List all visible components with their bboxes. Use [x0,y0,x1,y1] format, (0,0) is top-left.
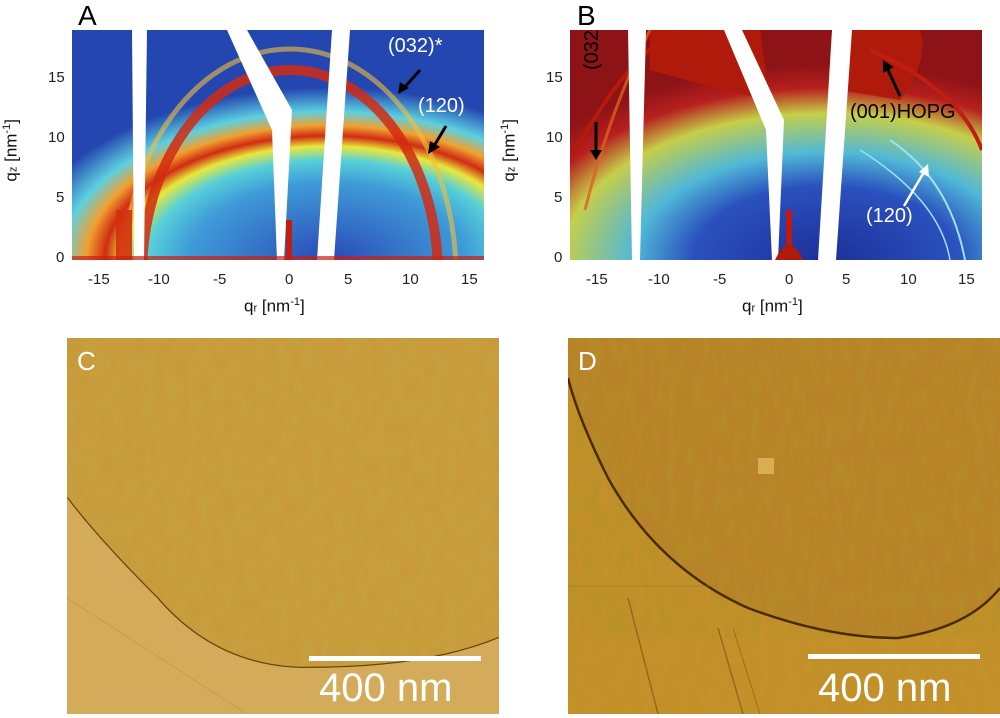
panel-b-xtick: 0 [785,271,794,288]
panel-c-afm-image: C 400 nm [67,338,499,714]
panel-b-annotation-001: (001)HOPG [850,101,956,123]
panel-b-xtick: 15 [958,271,975,288]
panel-b-xtick: -5 [713,271,727,288]
panel-b-ytick: 0 [554,249,563,266]
panel-a-xtick: 5 [344,271,353,288]
panel-b-arrow-120-icon [902,171,926,207]
panel-b-xlabel: qr [nm-1] [742,296,803,316]
panel-c-afm-svg [67,338,499,714]
panel-a-arrow-120-icon [432,125,448,147]
panel-a-arrows [398,69,448,154]
panel-b-xtick: -15 [586,271,608,288]
panel-a-ylabel: qz [nm-1] [0,119,21,182]
panel-d-letter: D [578,346,597,376]
panel-b-gisaxs-image: (032)* (001)HOPG (120) [570,30,982,260]
panel-b-ytick: 10 [546,129,563,146]
panel-a-xtick: 15 [461,271,478,288]
panel-a-ytick: 0 [56,249,65,266]
panel-a-xtick: -5 [213,271,227,288]
panel-d-afm-svg [568,338,1000,714]
panel-b-arrows [590,60,929,207]
panel-b-gisaxs-svg [570,30,982,260]
panel-c-letter: C [77,346,96,376]
panel-a-ytick: 10 [48,129,65,146]
panel-a-xtick: -15 [88,271,110,288]
panel-c-scale-bar [309,656,481,661]
panel-d-afm-image: D 400 nm [568,338,1000,714]
panel-b-ytick: 5 [554,189,563,206]
panel-a-ytick: 15 [48,69,65,86]
panel-a-ytick: 5 [56,189,65,206]
panel-b-annotation-120: (120) [866,205,913,227]
panel-a-xtick: 0 [285,271,294,288]
panel-b-xtick: 10 [900,271,917,288]
panel-b-xtick: 5 [842,271,851,288]
panel-a-gisaxs-image: (032)* (120) [72,30,484,260]
panel-a-arrow-032-icon [402,69,422,89]
panel-a-annotation-032: (032)* [388,35,443,57]
panel-b-ytick: 15 [546,69,563,86]
panel-d-scale-bar [808,654,980,659]
panel-a-gisaxs-svg [72,30,484,260]
panel-a-xtick: -10 [148,271,170,288]
panel-a-annotation-120: (120) [418,95,465,117]
panel-d-scale-label: 400 nm [818,666,952,710]
panel-c-scale-label: 400 nm [319,666,453,710]
panel-a-xtick: 10 [402,271,419,288]
panel-a-letter: A [78,0,97,31]
panel-a-xlabel: qr [nm-1] [244,296,305,316]
panel-b-xtick: -10 [648,271,670,288]
panel-b-arrow-001-icon [886,69,902,97]
panel-b-letter: B [577,0,596,31]
panel-b-ylabel: qz [nm-1] [498,119,519,182]
